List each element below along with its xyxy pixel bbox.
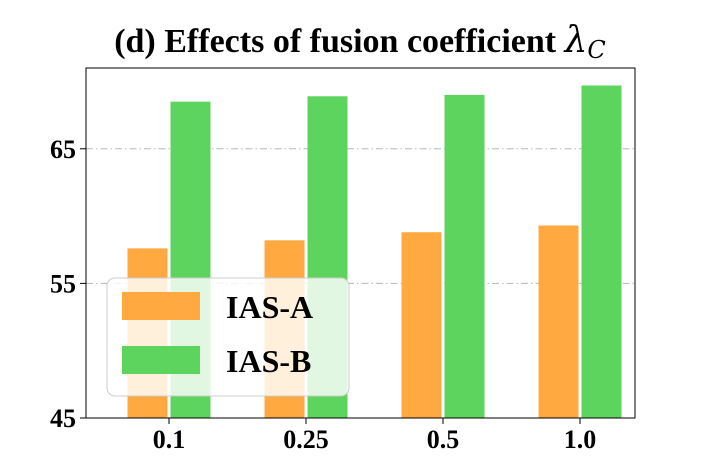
bar-IAS-B-0.5	[444, 94, 485, 418]
y-tick-label-65: 65	[50, 135, 76, 164]
x-tick-label-0.25: 0.25	[283, 425, 329, 454]
legend-label-IAS-B: IAS-B	[226, 343, 311, 379]
x-tick-label-1.0: 1.0	[564, 425, 597, 454]
plot-frame	[85, 67, 636, 419]
bar-IAS-B-1.0	[581, 85, 622, 418]
chart-title-prefix: (d) Effects of fusion coefficient	[114, 23, 564, 60]
x-tick-label-0.1: 0.1	[153, 425, 186, 454]
chart-title: (d) Effects of fusion coefficient λC	[114, 20, 606, 64]
legend-swatch-IAS-B	[122, 346, 200, 374]
bar-IAS-A-1.0	[538, 225, 579, 418]
legend-label-IAS-A: IAS-A	[226, 289, 313, 325]
y-tick-label-45: 45	[50, 404, 76, 433]
x-tick-label-0.5: 0.5	[427, 425, 460, 454]
y-tick-labels: 45 55 65	[50, 135, 86, 433]
axes	[85, 67, 636, 419]
bar-IAS-A-0.5	[401, 232, 442, 418]
x-tick-labels: 0.1 0.25 0.5 1.0	[153, 418, 597, 454]
legend: IAS-A IAS-B	[106, 277, 350, 397]
chart-title-symbol: λ	[563, 20, 588, 61]
legend-swatch-IAS-A	[122, 292, 200, 320]
chart-title-subscript: C	[587, 36, 605, 64]
y-tick-label-55: 55	[50, 269, 76, 298]
